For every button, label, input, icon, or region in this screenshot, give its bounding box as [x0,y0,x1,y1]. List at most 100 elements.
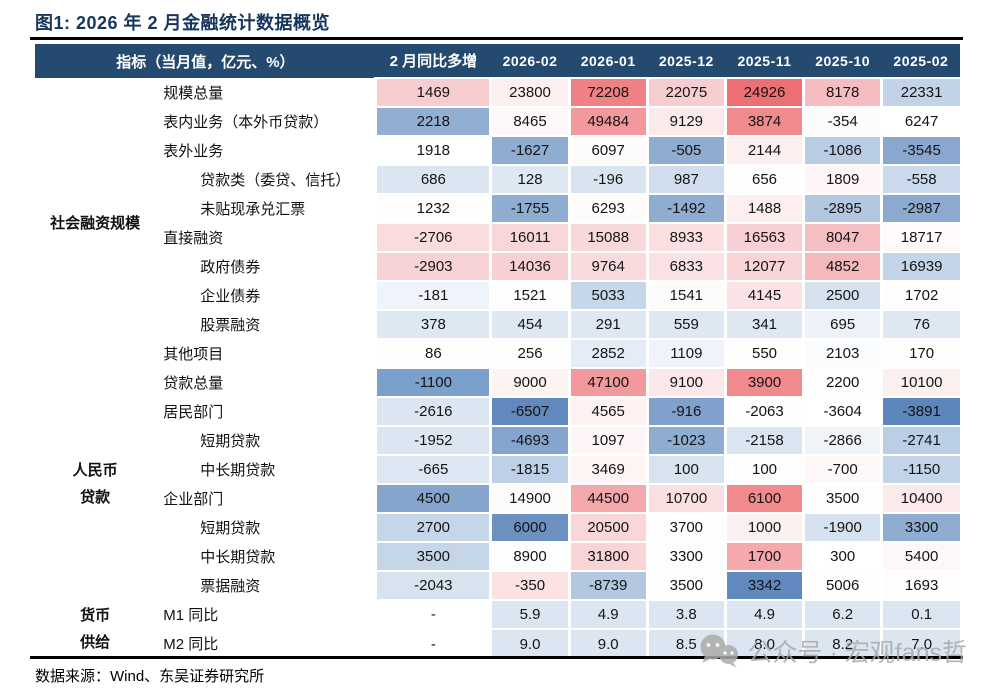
row-label: 其他项目 [155,339,376,368]
value-cell: 23800 [489,77,570,107]
value-cell: 6247 [880,106,960,136]
value-cell: 1488 [723,193,804,223]
value-cell: 559 [645,309,726,339]
value-cell: 10400 [880,483,960,513]
value-cell: 300 [802,541,882,571]
value-cell: 8.2 [802,628,882,658]
value-cell: 2500 [802,280,882,310]
top-rule [30,37,963,40]
value-cell: -2987 [880,193,960,223]
row-label: 票据融资 [155,571,376,600]
value-cell: -196 [567,164,648,194]
value-cell: 0.1 [880,599,960,629]
header-indicator-label: 指标（当月值，亿元、%） [35,44,376,78]
header-yoy-label: 2 月同比多增 [375,44,491,78]
table-row: 政府债券 -2903 14036 9764 6833 12077 4852 16939 [35,251,960,281]
value-cell: 22075 [645,77,726,107]
value-cell: 72208 [567,77,648,107]
value-cell: 8933 [645,222,726,252]
value-cell: 2200 [802,367,882,397]
row-label: 贷款总量 [155,368,376,397]
value-cell: -3891 [880,396,960,426]
value-cell: -916 [645,396,726,426]
value-cell: 9100 [645,367,726,397]
header-month: 2025-02 [881,44,960,78]
row-label: 股票融资 [155,310,376,339]
value-cell: 100 [723,454,804,484]
value-cell: 3500 [645,570,726,600]
row-label: 企业部门 [155,484,376,513]
value-cell: 5006 [802,570,882,600]
value-cell: -1100 [374,367,491,397]
value-cell: 7.0 [880,628,960,658]
value-cell: 256 [489,338,570,368]
header-month: 2026-01 [569,44,648,78]
value-cell: 3500 [374,541,491,571]
table-row: 货币 供给 M1 同比 -5.9 4.9 3.8 4.9 6.2 0.1 [35,599,960,658]
value-cell: 76 [880,309,960,339]
value-cell: 1469 [374,77,491,107]
value-cell: -558 [880,164,960,194]
value-cell: 86 [374,338,491,368]
value-cell: -2063 [723,396,804,426]
value-cell: -505 [645,135,726,165]
table-row: 中长期贷款 -665 -1815 3469 100 100 -700 -1150 [35,454,960,484]
value-cell: -1150 [880,454,960,484]
watermark-text: 公众号 · 宏观fans哲 [747,639,967,667]
value-cell: 454 [489,309,570,339]
value-cell: 6.2 [802,599,882,629]
value-cell: 341 [723,309,804,339]
value-cell: 2852 [567,338,648,368]
value-cell: 128 [489,164,570,194]
value-cell: 2700 [374,512,491,542]
value-cell: 5400 [880,541,960,571]
value-cell: -1492 [645,193,726,223]
value-cell: 170 [880,338,960,368]
value-cell: -2741 [880,425,960,455]
value-cell: 9764 [567,251,648,281]
value-cell: 3.8 [645,599,726,629]
value-cell: 10700 [645,483,726,513]
row-label: 规模总量 [155,78,376,107]
value-cell: 6097 [567,135,648,165]
value-cell: 1693 [880,570,960,600]
value-cell: 4.9 [723,599,804,629]
value-cell: 3342 [723,570,804,600]
value-cell: 31800 [567,541,648,571]
header-row: 指标（当月值，亿元、%） 2 月同比多增 2026-02 2026-01 2025-… [35,44,960,78]
value-cell: 1702 [880,280,960,310]
group-label: 货币 供给 [35,600,156,658]
value-cell: 1700 [723,541,804,571]
table-row: 居民部门 -2616 -6507 4565 -916 -2063 -3604 -3891 [35,396,960,426]
value-cell: -2895 [802,193,882,223]
value-cell: -1952 [374,425,491,455]
value-cell: -2706 [374,222,491,252]
table-row: 直接融资 -2706 16011 15088 8933 16563 8047 18717 [35,222,960,252]
header-month: 2025-11 [725,44,804,78]
value-cell: 9.0 [567,628,648,658]
value-cell: 2103 [802,338,882,368]
row-label: 未贴现承兑汇票 [155,194,376,223]
row-label: M2 同比 [155,629,376,658]
value-cell: -2616 [374,396,491,426]
row-label: 中长期贷款 [155,455,376,484]
table-row: 贷款类（委贷、信托） 686 128 -196 987 656 1809 -558 [35,164,960,194]
value-cell: -3545 [880,135,960,165]
value-cell: -665 [374,454,491,484]
financial-statistics-table: 指标（当月值，亿元、%） 2 月同比多增 2026-02 2026-01 2025-… [35,44,960,658]
value-cell: 656 [723,164,804,194]
value-cell: -1815 [489,454,570,484]
value-cell: 4145 [723,280,804,310]
value-cell: 1097 [567,425,648,455]
value-cell: 3300 [645,541,726,571]
row-label: 表外业务 [155,136,376,165]
row-label: 表内业务（本外币贷款） [155,107,376,136]
value-cell: 1541 [645,280,726,310]
value-cell: 5.9 [489,599,570,629]
value-cell: 14900 [489,483,570,513]
value-cell: 15088 [567,222,648,252]
value-cell: 18717 [880,222,960,252]
value-cell: 47100 [567,367,648,397]
watermark: 公众号 · 宏观fans哲 [698,633,967,669]
